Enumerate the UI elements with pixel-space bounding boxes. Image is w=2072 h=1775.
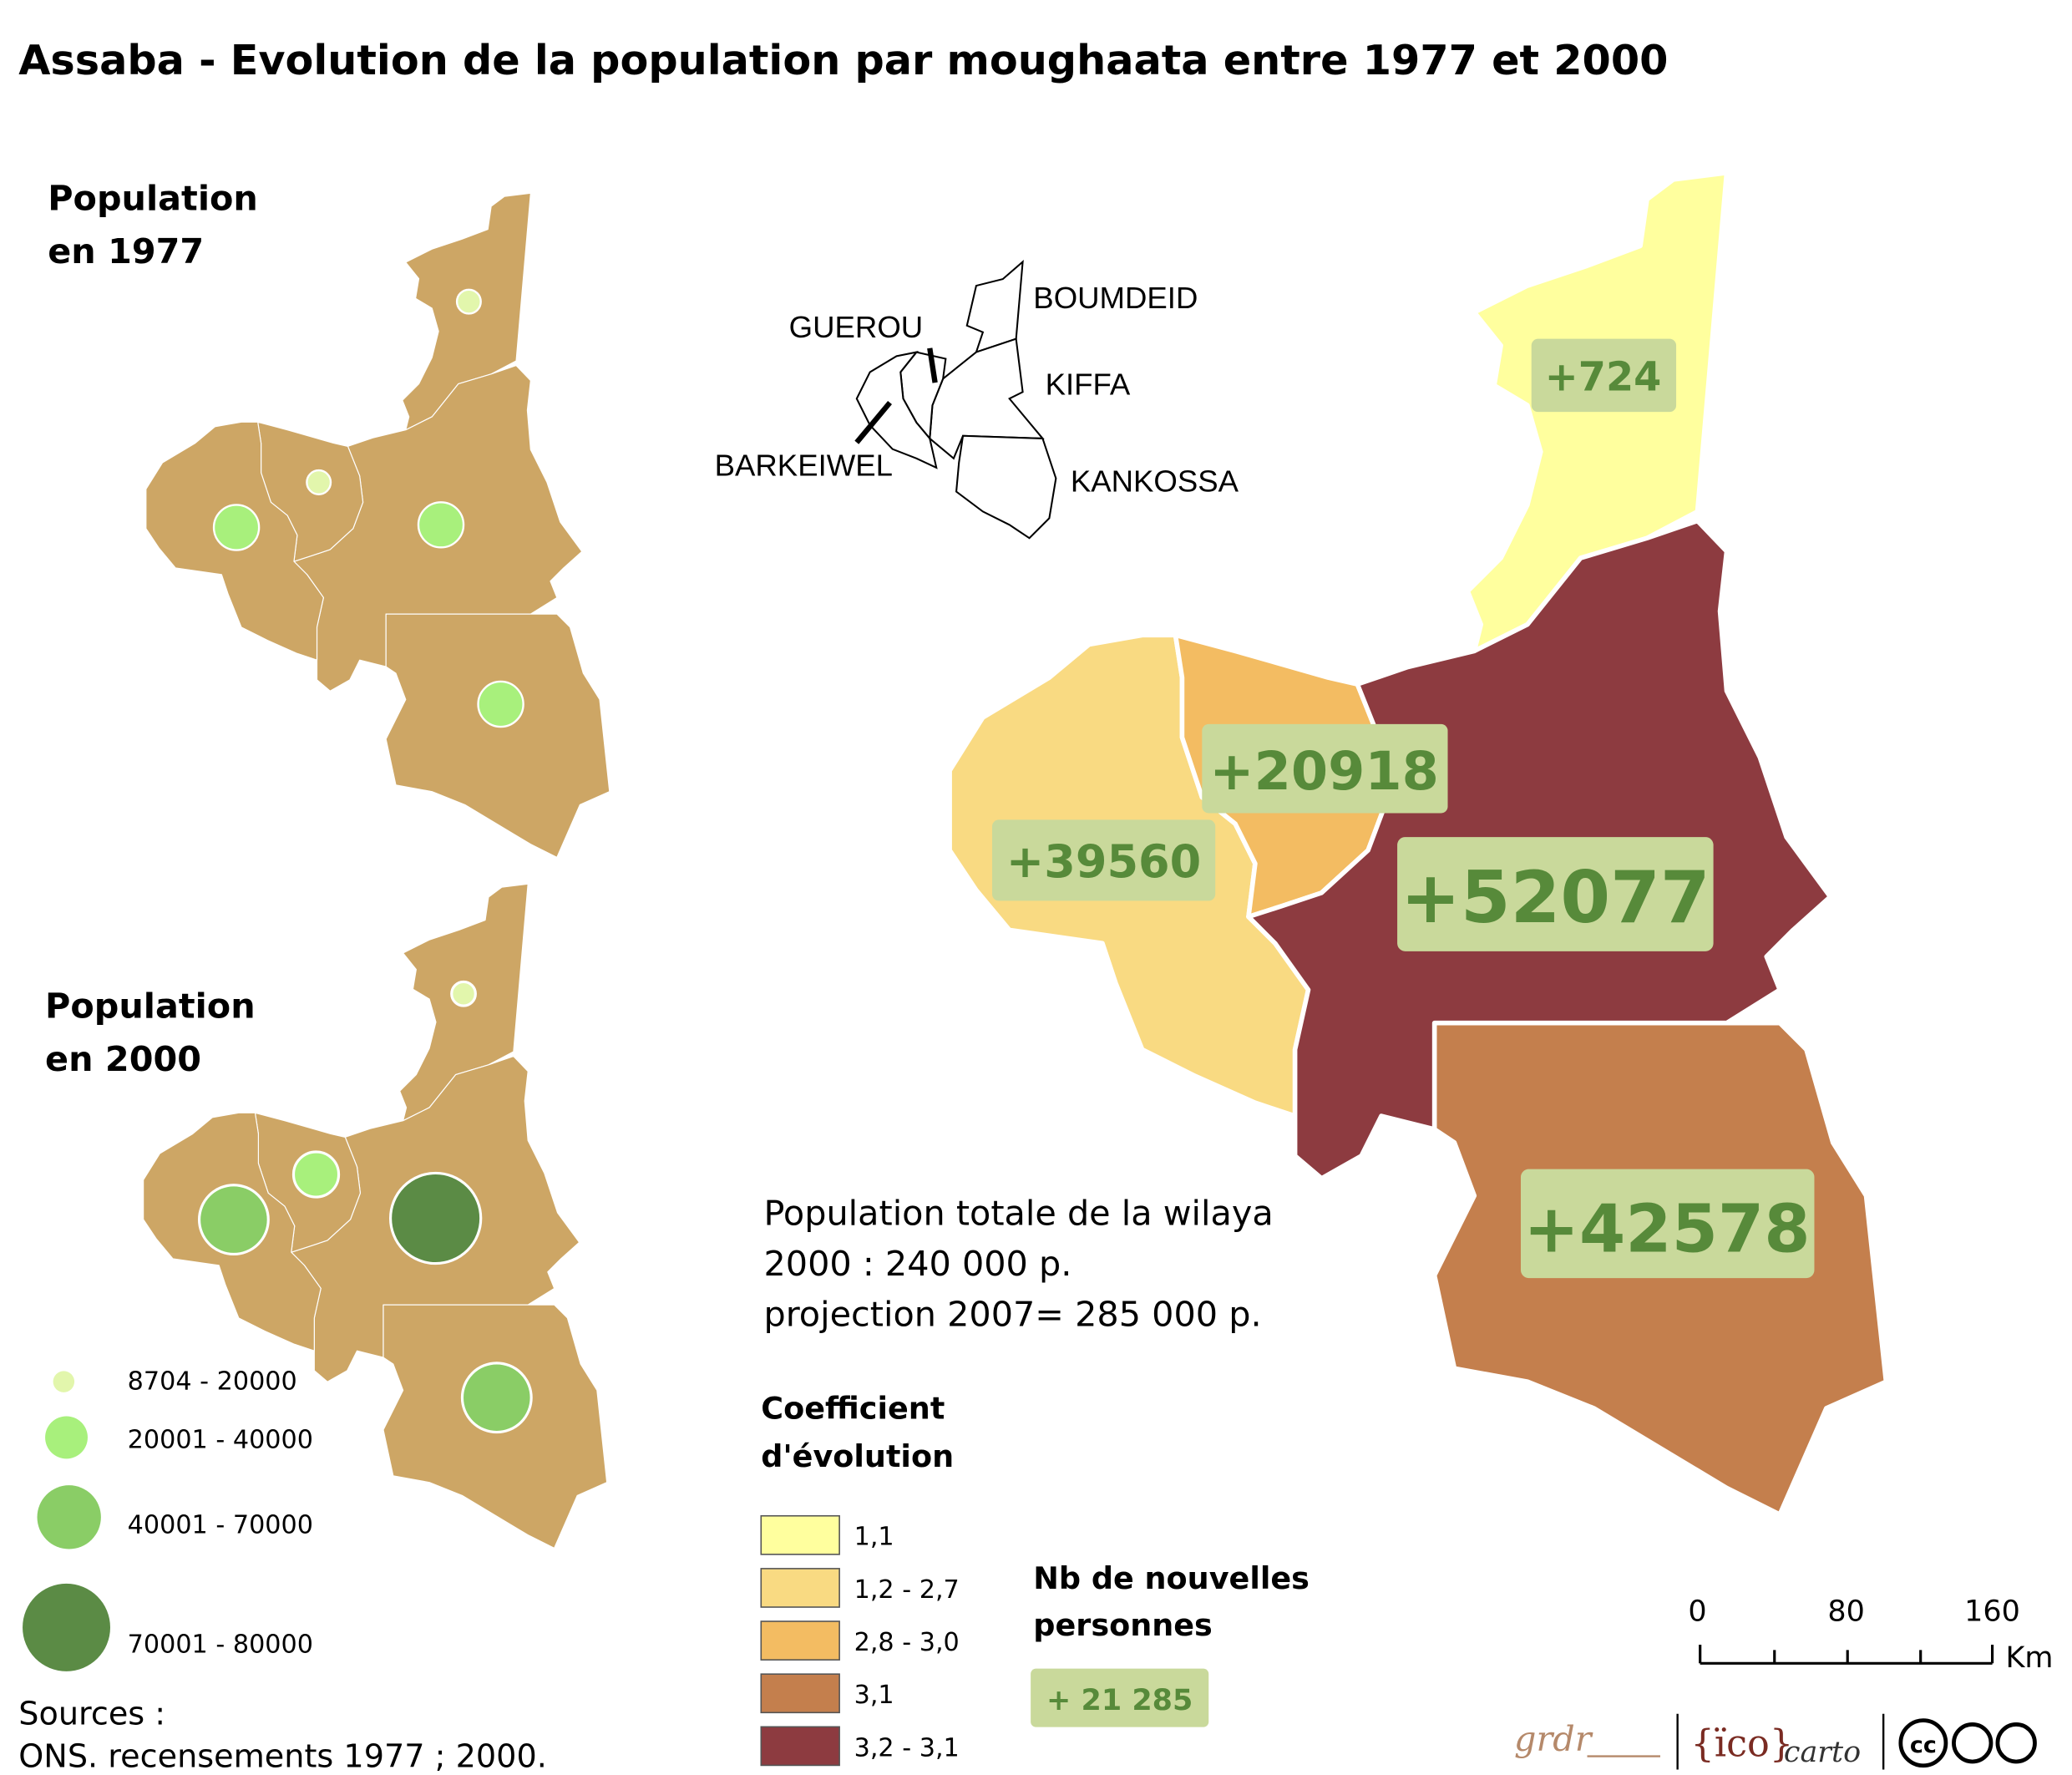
- map-title: en 2000: [45, 1039, 201, 1079]
- logo-grdr: grdr: [1514, 1719, 1593, 1759]
- region-label: +39560: [1006, 835, 1201, 888]
- legend-label: 1,2 - 2,7: [854, 1575, 960, 1605]
- title: Assaba - Evolution de la population par …: [18, 36, 1668, 84]
- logo-ico: {ïco}: [1691, 1722, 1794, 1766]
- size-legend-label: 40001 - 70000: [128, 1510, 313, 1539]
- legend-title: d'évolution: [761, 1438, 954, 1474]
- sources: Sources :: [18, 1695, 165, 1732]
- legend-title: Coefficient: [761, 1391, 945, 1427]
- legend-title: Nb de nouvelles: [1033, 1560, 1310, 1596]
- scale-bar: [1699, 1645, 1994, 1665]
- legend-title: personnes: [1033, 1607, 1213, 1643]
- logo-carto: carto: [1784, 1736, 1861, 1769]
- locator-label: KANKOSSA: [1071, 464, 1239, 499]
- circles-1977: [212, 288, 524, 728]
- legend-swatch: [760, 1568, 840, 1608]
- coef-legend: 1,1 1,2 - 2,7 2,8 - 3,0 3,1 3,2 - 3,1: [760, 1514, 960, 1767]
- legend-swatch: [760, 1514, 840, 1555]
- legend-label: 3,2 - 3,1: [854, 1733, 960, 1762]
- totals: 2000 : 240 000 p.: [763, 1244, 1071, 1284]
- sources: ONS. recensements 1977 ; 2000.: [18, 1737, 547, 1774]
- scale-label: 160: [1964, 1595, 2020, 1628]
- size-legend-label: 70001 - 80000: [128, 1630, 313, 1660]
- circles-2000: [197, 980, 533, 1434]
- region-label: +52077: [1401, 856, 1710, 940]
- size-legend-label: 20001 - 40000: [128, 1426, 313, 1455]
- scale-label: 80: [1827, 1595, 1865, 1628]
- legend-box: [1031, 1668, 1209, 1727]
- legend-label: 2,8 - 3,0: [854, 1628, 960, 1657]
- totals: Population totale de la wilaya: [763, 1193, 1273, 1233]
- legend-example: + 21 285: [1046, 1684, 1193, 1717]
- totals: projection 2007= 285 000 p.: [763, 1294, 1261, 1334]
- locator-label: BOUMDEID: [1033, 281, 1198, 315]
- legend-swatch: [760, 1726, 840, 1767]
- legend-swatch: [760, 1620, 840, 1661]
- legend-label: 1,1: [854, 1523, 894, 1552]
- region-label: +724: [1545, 355, 1662, 401]
- map-title: en 1977: [48, 231, 204, 271]
- map-title: Population: [48, 178, 258, 218]
- legend-label: 3,1: [854, 1681, 894, 1710]
- region-label: +42578: [1523, 1189, 1810, 1267]
- scale-label: 0: [1688, 1595, 1706, 1628]
- logos: grdr {ïco} carto cc: [1514, 1713, 2037, 1770]
- region-labels: +724 +20918 +39560 +52077 +42578: [992, 338, 1815, 1279]
- region-label: +20918: [1209, 741, 1439, 803]
- locator-label: BARKEIWEL: [715, 448, 893, 482]
- size-legend: 8704 - 20000 20001 - 40000 40001 - 70000…: [23, 1367, 313, 1671]
- scale-unit: Km: [2005, 1641, 2053, 1675]
- size-legend-label: 8704 - 20000: [128, 1367, 297, 1397]
- logo-cc: cc: [1910, 1732, 1937, 1758]
- locator-label: GUEROU: [789, 310, 923, 344]
- locator-label: KIFFA: [1046, 367, 1131, 401]
- map-title: Population: [45, 986, 256, 1026]
- locator-map: [854, 259, 1057, 540]
- legend-swatch: [760, 1673, 840, 1714]
